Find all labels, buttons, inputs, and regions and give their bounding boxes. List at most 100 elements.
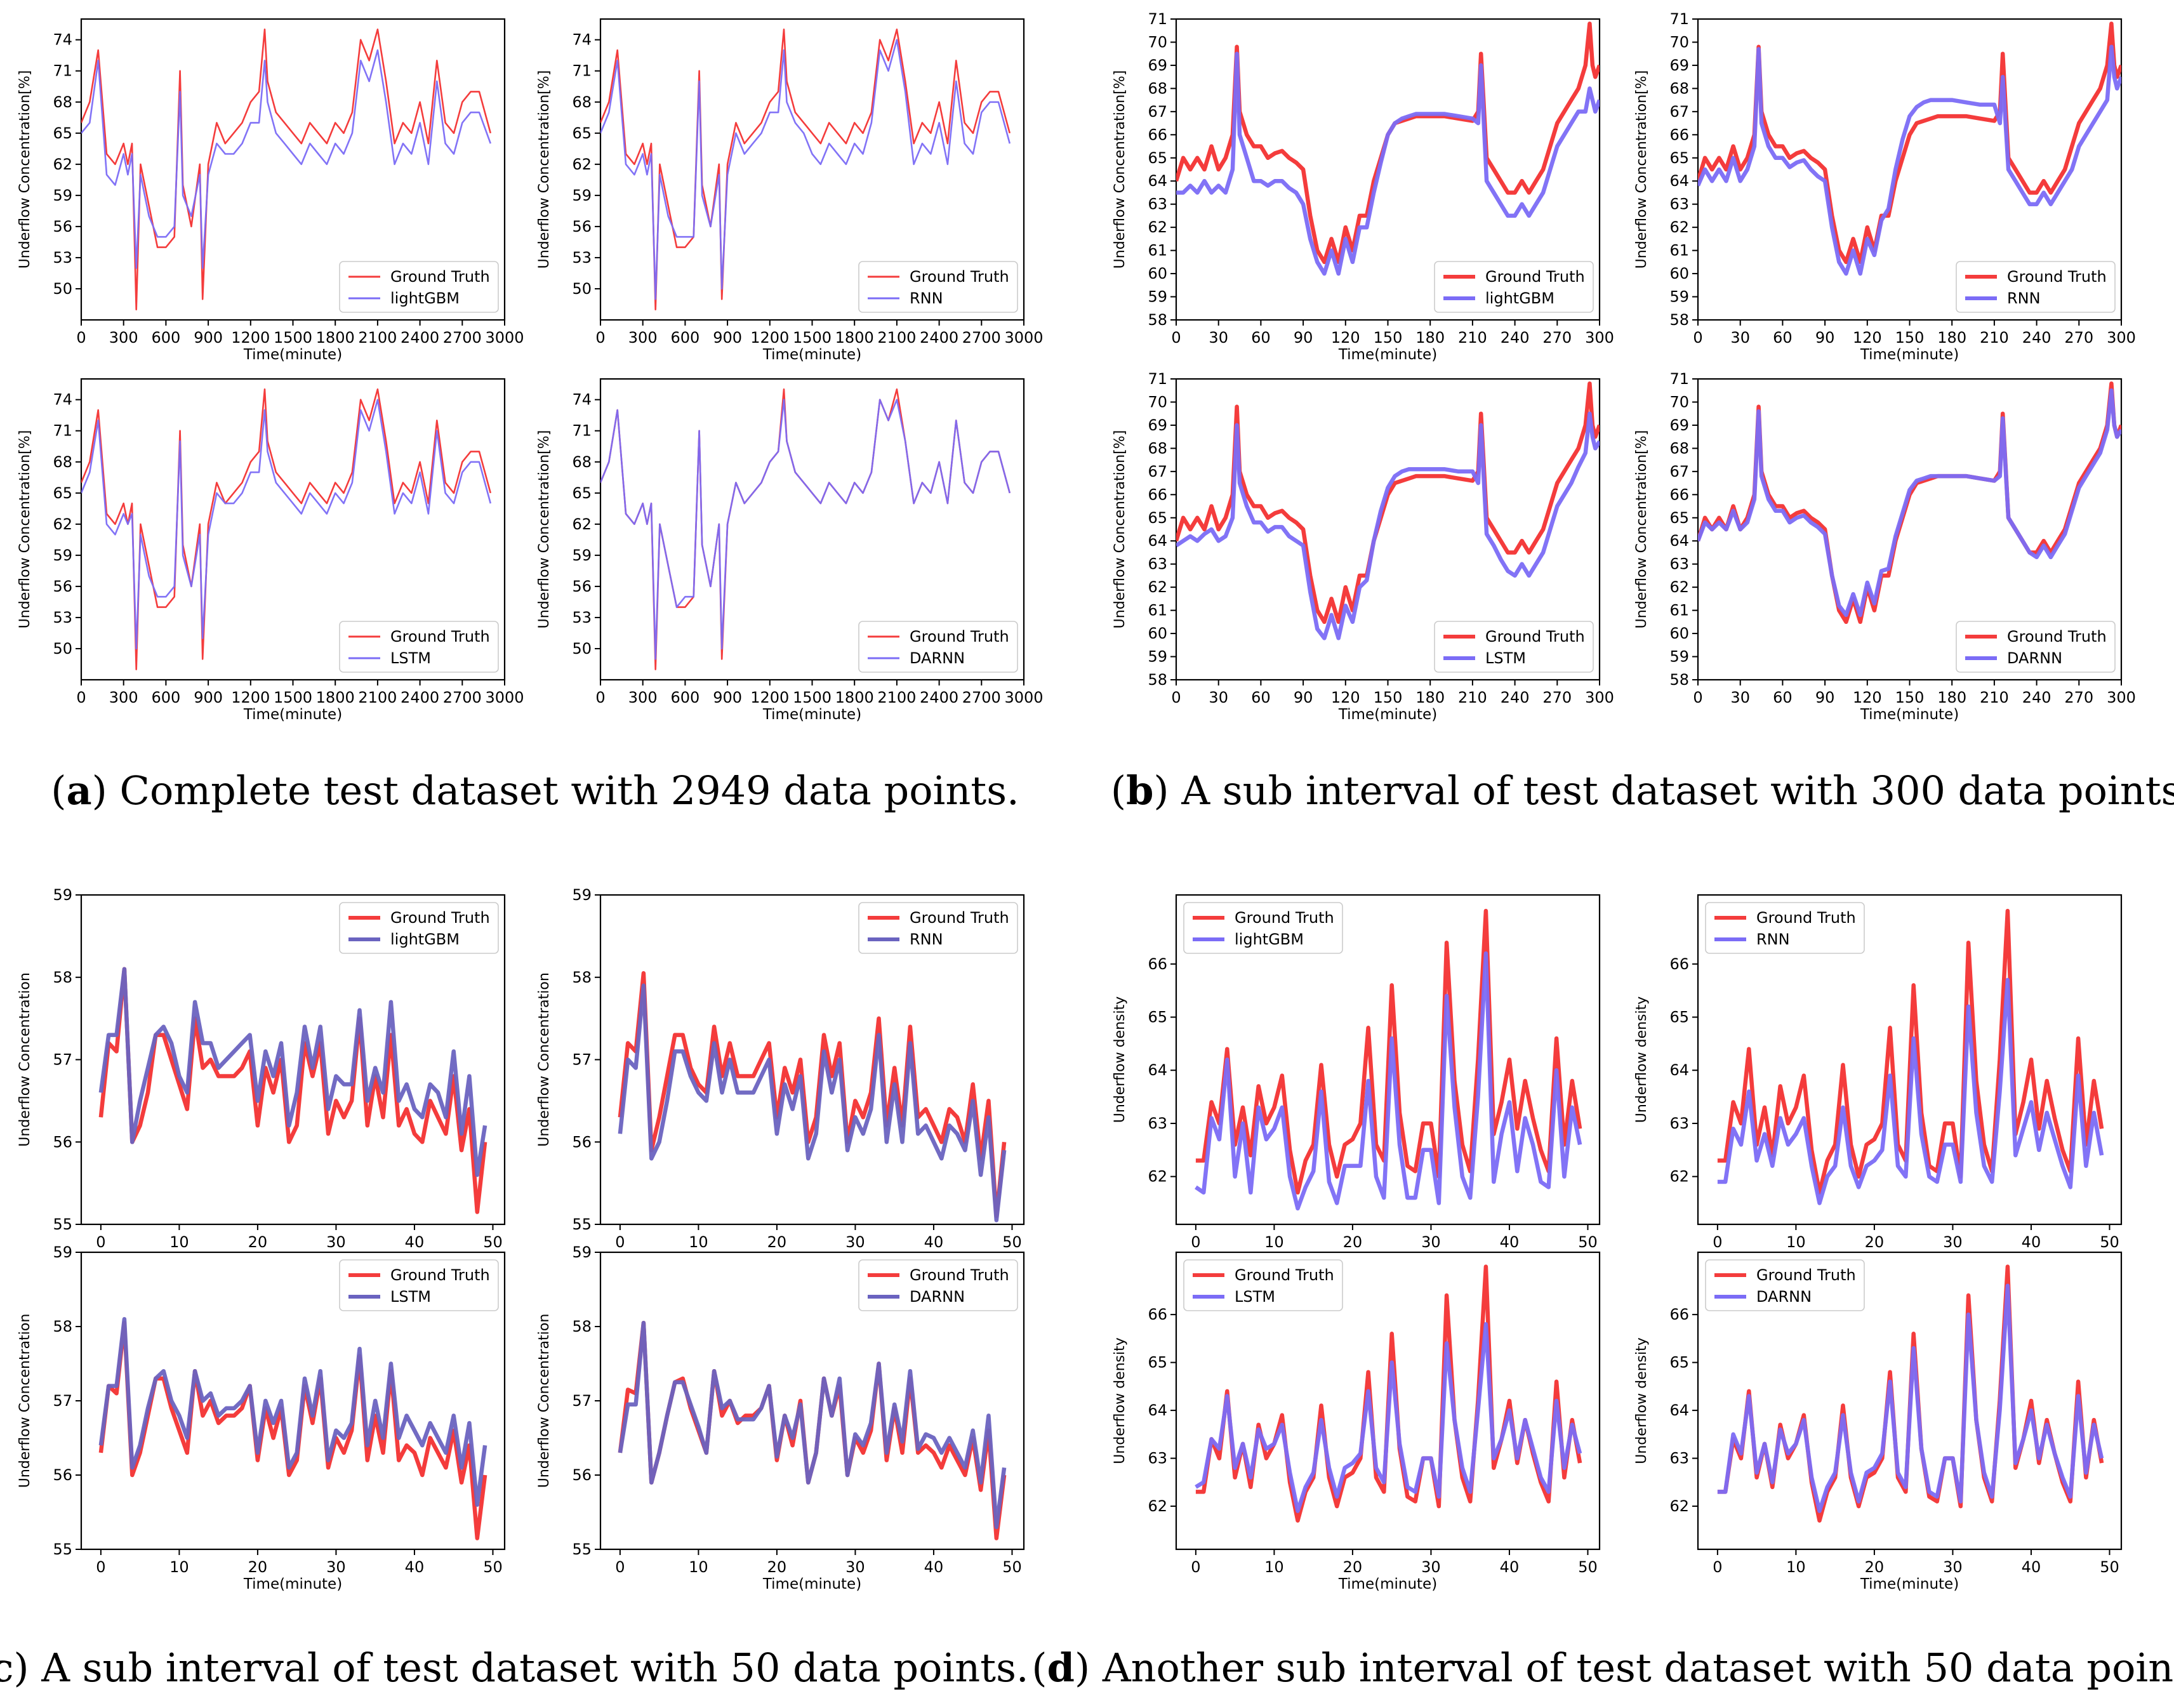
legend-label: DARNN [910, 649, 965, 667]
caption-b-text: ) A sub interval of test dataset with 30… [1153, 767, 2174, 814]
y-tick-label: 74 [53, 31, 72, 49]
y-tick-label: 62 [1669, 1497, 1689, 1515]
y-tick-label: 58 [53, 1318, 72, 1335]
x-tick-label: 40 [405, 1558, 425, 1576]
y-tick-label: 59 [53, 187, 72, 204]
y-tick-label: 71 [53, 62, 72, 80]
x-tick-label: 60 [1773, 689, 1793, 706]
x-tick-label: 0 [1693, 329, 1702, 347]
y-tick-label: 64 [1148, 532, 1167, 550]
series-line-lightgbm [98, 967, 487, 1177]
series-line-darnn [618, 1320, 1007, 1530]
x-tick-label: 0 [615, 1558, 625, 1576]
legend-label: RNN [1756, 930, 1790, 948]
x-tick-label: 0 [595, 329, 605, 347]
x-axis-label: Time(minute) [1338, 706, 1437, 723]
x-tick-label: 0 [1713, 1558, 1722, 1576]
y-tick-label: 56 [572, 1466, 592, 1484]
x-tick-label: 20 [1865, 1558, 1885, 1576]
legend-label: lightGBM [390, 289, 460, 307]
y-tick-label: 59 [1669, 648, 1689, 666]
x-tick-label: 240 [1501, 329, 1530, 347]
x-tick-label: 270 [2064, 689, 2093, 706]
x-tick-label: 300 [109, 689, 138, 706]
y-tick-label: 65 [1148, 149, 1167, 167]
caption-a: (a) Complete test dataset with 2949 data… [51, 767, 1019, 814]
x-tick-label: 300 [628, 329, 658, 347]
x-tick-label: 30 [845, 1558, 865, 1576]
chart-b4: 0 30 60 90 120 150 180 210 240 270 300 58 59 60 61 62 63… [1634, 370, 2136, 723]
x-tick-label: 1200 [231, 689, 270, 706]
x-tick-label: 2100 [877, 329, 916, 347]
legend-label: Ground Truth [1485, 268, 1585, 286]
x-tick-label: 240 [2022, 329, 2051, 347]
y-tick-label: 55 [53, 1215, 72, 1233]
x-tick-label: 20 [1865, 1233, 1885, 1251]
x-tick-label: 30 [845, 1233, 865, 1251]
x-tick-label: 90 [1294, 689, 1313, 706]
y-tick-label: 70 [1148, 393, 1167, 411]
y-tick-label: 62 [1669, 1168, 1689, 1186]
series-line-darnn [1717, 1283, 2104, 1513]
chart-d2: 010203040506263646566Time(minute)Underfl… [1634, 894, 2123, 1268]
x-tick-label: 10 [1786, 1233, 1806, 1251]
caption-c: (c) A sub interval of test dataset with … [0, 1645, 1029, 1691]
y-tick-label: 59 [572, 187, 592, 204]
y-axis-label: Underflow Concentration[%] [536, 70, 552, 269]
chart-d3: 0 10 20 30 40 50 62 63 64 65 66 Time(minute) Underfl… [1112, 1251, 1601, 1592]
y-tick-label: 58 [572, 1318, 592, 1335]
x-axis-label: Time(minute) [243, 347, 342, 363]
x-tick-label: 30 [1209, 689, 1228, 706]
y-axis-label: Underflow Concentration [536, 1314, 552, 1488]
x-tick-label: 2700 [962, 329, 1001, 347]
x-tick-label: 60 [1251, 329, 1271, 347]
caption-d-letter: d [1047, 1645, 1075, 1691]
x-axis-label: Time(minute) [762, 706, 861, 723]
x-tick-label: 300 [1585, 329, 1614, 347]
x-tick-label: 30 [1943, 1233, 1963, 1251]
caption-b: (b) A sub interval of test dataset with … [1111, 767, 2174, 814]
caption-d: (d) Another sub interval of test dataset… [1031, 1645, 2174, 1691]
series-line-rnn [1717, 977, 2104, 1205]
y-tick-label: 65 [1669, 1354, 1689, 1372]
x-tick-label: 50 [483, 1233, 503, 1251]
x-tick-label: 10 [1264, 1233, 1284, 1251]
x-tick-label: 40 [2022, 1558, 2041, 1576]
legend-label: LSTM [1485, 649, 1526, 667]
legend-label: Ground Truth [1485, 628, 1585, 645]
x-tick-label: 30 [326, 1233, 346, 1251]
y-tick-label: 62 [1148, 218, 1167, 236]
y-tick-label: 62 [53, 515, 72, 533]
x-axis-label: Time(minute) [1338, 1576, 1437, 1592]
y-tick-label: 66 [1148, 126, 1167, 143]
x-tick-label: 40 [2022, 1233, 2041, 1251]
x-tick-label: 0 [1693, 689, 1702, 706]
x-tick-label: 120 [1853, 329, 1882, 347]
y-tick-label: 71 [572, 422, 592, 440]
x-tick-label: 20 [1343, 1558, 1363, 1576]
legend-box [339, 261, 499, 313]
legend-label: Ground Truth [2007, 628, 2107, 645]
y-tick-label: 62 [1669, 218, 1689, 236]
y-tick-label: 57 [572, 1392, 592, 1410]
x-tick-label: 0 [96, 1558, 105, 1576]
x-tick-label: 3000 [485, 689, 524, 706]
caption-b-letter: b [1126, 767, 1153, 814]
x-tick-label: 600 [151, 329, 180, 347]
x-tick-label: 1800 [316, 329, 355, 347]
x-tick-label: 1200 [750, 689, 789, 706]
y-axis-label: Underflow Concentration [17, 972, 33, 1147]
legend-label: lightGBM [1235, 930, 1304, 948]
x-tick-label: 300 [2107, 329, 2136, 347]
y-axis-label: Underflow Concentration[%] [536, 430, 552, 629]
series-line-darnn [1698, 388, 2121, 618]
chart-a2: 0 300 600 900 1200 1500 1800 2100 2400 2700 3000 50… [536, 18, 1044, 363]
y-tick-label: 66 [1148, 955, 1167, 973]
x-tick-label: 0 [1171, 329, 1181, 347]
y-tick-label: 63 [1148, 1450, 1167, 1467]
series-line-lstm [98, 1317, 487, 1507]
x-tick-label: 60 [1773, 329, 1793, 347]
y-tick-label: 61 [1148, 242, 1167, 260]
x-tick-label: 10 [689, 1558, 708, 1576]
y-axis-label: Underflow density [1112, 996, 1128, 1123]
